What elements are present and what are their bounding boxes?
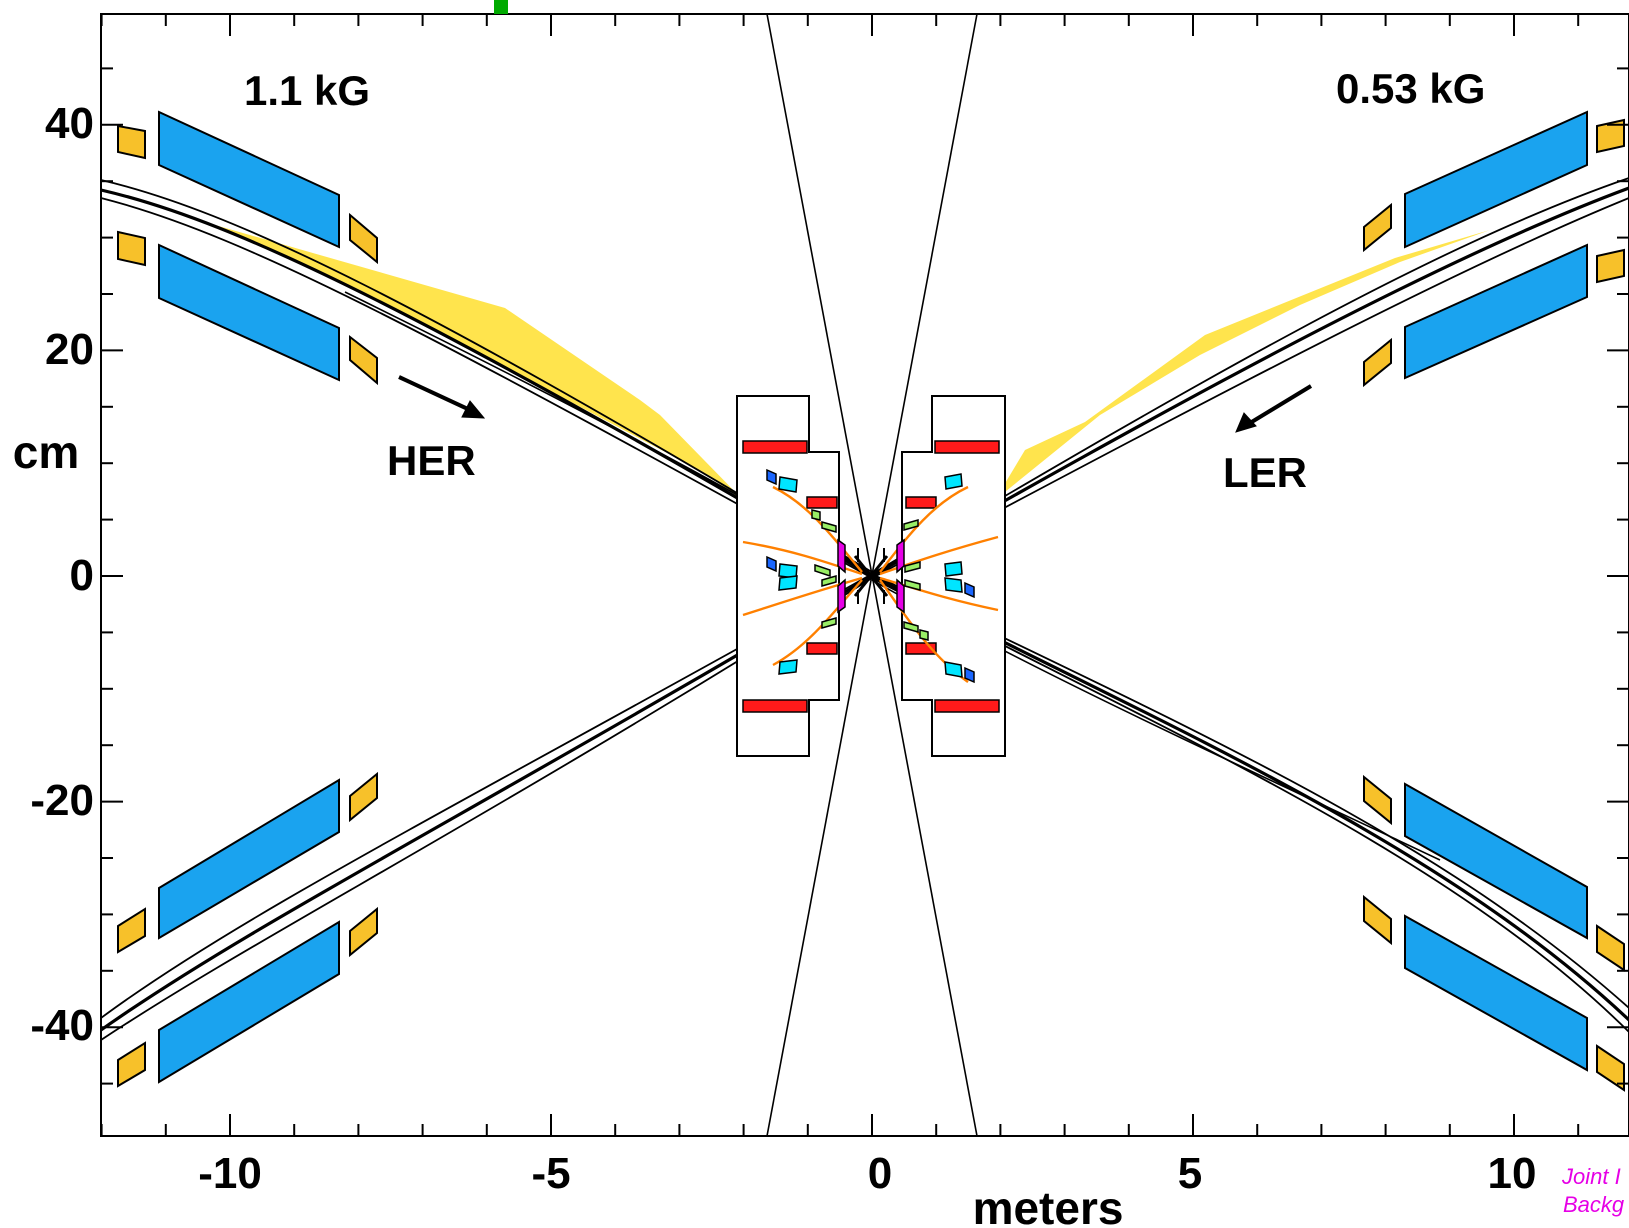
mag-ur-1 [1363,202,1392,253]
her-arrow [398,375,471,412]
mag-ur-3 [1596,118,1625,154]
credit-line-1: Joint I [1561,1164,1621,1189]
x-axis-title: meters [973,1182,1124,1228]
ip-cross [853,548,889,604]
y-axis-title: cm [13,426,79,478]
green-piece [904,561,921,573]
green-piece [904,579,921,591]
y-tick-label: -20 [30,776,94,825]
credit-line-2: Backg [1563,1192,1625,1217]
beam-ul-inner [100,197,873,579]
mag-lr-2 [1363,894,1392,946]
y-tick-label: 40 [45,99,94,148]
blue-piece [964,666,975,684]
mag-ll-1 [117,907,146,954]
ler-label: LER [1223,449,1307,496]
mag-ll-3 [349,771,378,823]
blue-piece [766,555,777,573]
cyan-piece [778,575,798,591]
cyan-piece [944,561,963,577]
x-tick-label: 10 [1488,1149,1537,1198]
her-label: HER [387,437,476,484]
green-piece [811,509,821,521]
quad-ul-top [158,110,340,249]
mag-ul-1 [117,124,146,160]
magenta-piece [837,538,846,574]
magenta-piece [837,578,846,614]
mag-ul-3 [349,212,378,265]
mag-ur-4 [1596,248,1625,284]
red-magnets [742,440,1000,713]
magenta-piece [896,578,905,614]
green-piece [821,617,837,629]
fan-left [215,225,745,502]
field-label-right: 0.53 kG [1336,65,1485,112]
mag-lr-1 [1363,774,1392,826]
y-tick-label: 20 [45,325,94,374]
quad-ur-bottom [1404,243,1588,380]
green-piece [903,519,919,531]
mag-ul-4 [349,334,378,386]
beam-ul-outer [100,179,873,575]
beam-arrows [398,375,1313,433]
x-tick-label: 0 [868,1149,892,1198]
mag-ll-2 [117,1041,146,1088]
quad-ur-top [1404,110,1588,249]
x-tick-labels: -10 -5 0 5 10 [198,1149,1536,1198]
green-marker [494,0,508,14]
quadrupoles [158,110,1588,1084]
ler-arrow-head [1235,412,1257,433]
quad-ul-bottom [158,243,340,382]
inner-pieces [766,468,975,684]
green-piece [821,521,837,533]
green-piece [821,575,837,587]
axis-ticks [100,14,1629,1136]
cyan-piece [778,476,798,493]
green-piece [919,629,929,641]
quad-ll-bottom [158,920,340,1084]
cyan-piece [944,661,963,678]
mag-ur-2 [1363,337,1392,388]
mag-lr-4 [1596,1044,1625,1092]
green-piece [814,563,831,578]
beam-ul-main [100,188,873,578]
cyan-piece [944,473,963,490]
field-label-left: 1.1 kG [244,67,370,114]
cyan-piece [944,577,963,593]
cyan-piece [778,659,798,675]
x-tick-label: -10 [198,1149,262,1198]
magenta-piece [896,538,905,574]
quad-lr-bottom [1404,914,1588,1072]
mag-lr-3 [1596,924,1625,972]
mag-ul-2 [117,230,146,267]
x-tick-label: -5 [531,1149,570,1198]
quad-ll-top [158,778,340,940]
her-arrow-head [461,400,486,419]
y-tick-label: -40 [30,1001,94,1050]
detector-right [901,395,1006,757]
y-tick-labels: 40 20 0 -20 -40 [30,99,94,1050]
blue-piece [964,581,975,599]
blue-piece [766,468,777,486]
small-magnets [117,118,1625,1092]
beam-ll-inner [100,577,873,1041]
mag-ll-4 [349,906,378,958]
x-tick-label: 5 [1178,1149,1202,1198]
beam-ll-outer [100,573,873,1019]
green-piece [903,621,919,633]
y-tick-label: 0 [70,551,94,600]
beam-ll-main [100,574,873,1032]
quad-lr-top [1404,782,1588,940]
ler-arrow [1248,384,1313,425]
